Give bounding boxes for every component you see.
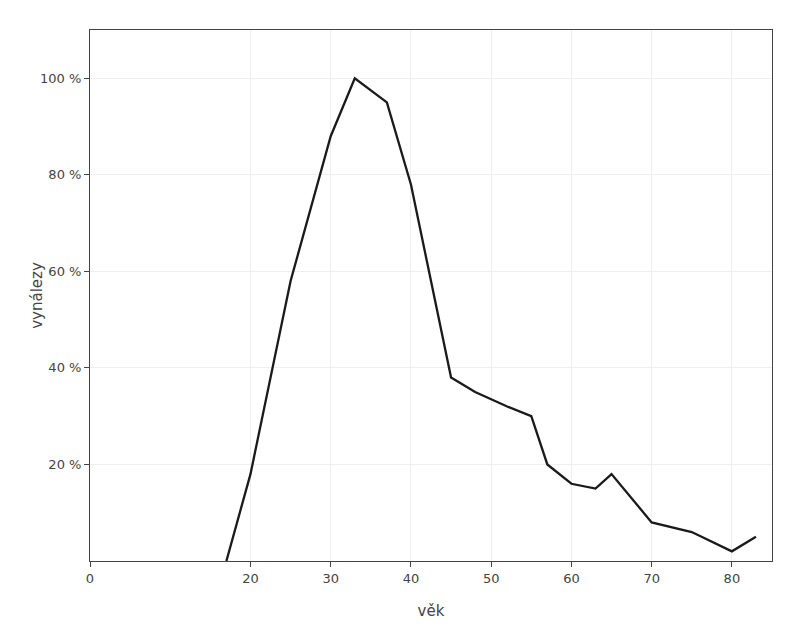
svg-text:30: 30 <box>322 571 339 586</box>
svg-text:100 %: 100 % <box>40 71 81 86</box>
svg-text:80: 80 <box>724 571 741 586</box>
svg-text:40 %: 40 % <box>48 360 81 375</box>
svg-text:50: 50 <box>483 571 500 586</box>
svg-text:vynálezy: vynálezy <box>28 262 46 329</box>
svg-text:60: 60 <box>563 571 580 586</box>
svg-text:60 %: 60 % <box>48 264 81 279</box>
svg-text:20 %: 20 % <box>48 457 81 472</box>
svg-text:0: 0 <box>86 571 94 586</box>
svg-text:80 %: 80 % <box>48 167 81 182</box>
svg-text:40: 40 <box>403 571 420 586</box>
svg-text:20: 20 <box>242 571 259 586</box>
svg-text:70: 70 <box>643 571 660 586</box>
svg-text:věk: věk <box>418 602 445 620</box>
